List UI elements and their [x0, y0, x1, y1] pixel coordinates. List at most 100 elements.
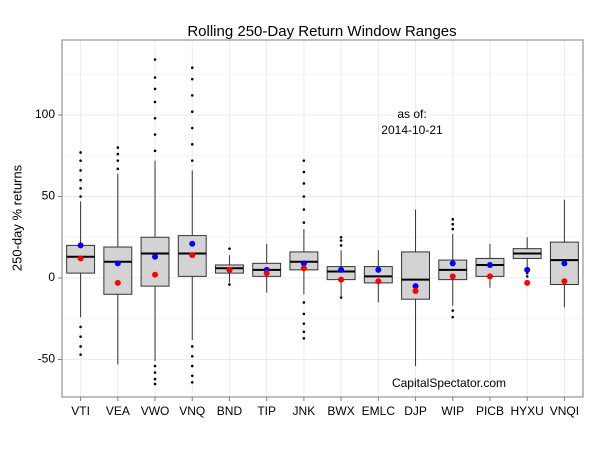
- point: [77, 255, 84, 262]
- outlier: [302, 322, 306, 325]
- point: [338, 276, 345, 283]
- outlier: [153, 100, 157, 104]
- outlier: [79, 159, 82, 162]
- point: [561, 278, 568, 285]
- x-tick-label: VWO: [141, 404, 170, 418]
- outlier: [153, 371, 157, 374]
- point: [77, 242, 84, 249]
- outlier: [451, 222, 455, 226]
- point: [152, 253, 159, 260]
- point: [449, 273, 456, 280]
- point: [561, 260, 568, 267]
- point: [300, 260, 307, 267]
- x-tick-label: WIP: [441, 404, 464, 418]
- outlier: [79, 335, 82, 338]
- x-tick-label: EMLC: [362, 404, 396, 418]
- x-tick-label: BND: [217, 404, 243, 418]
- outlier: [190, 364, 194, 368]
- x-tick-label: TIP: [257, 404, 276, 418]
- outlier: [153, 133, 157, 136]
- point: [524, 266, 531, 273]
- outlier: [190, 354, 194, 358]
- point: [300, 265, 307, 272]
- outlier: [190, 374, 194, 378]
- x-tick-label: HYXU: [511, 404, 544, 418]
- outlier: [525, 275, 529, 278]
- point: [375, 278, 382, 285]
- plot-background: [62, 40, 583, 397]
- outlier: [451, 315, 455, 319]
- x-tick-label: VNQI: [550, 404, 579, 418]
- point: [114, 279, 121, 286]
- outlier: [116, 159, 120, 162]
- box: [103, 246, 133, 295]
- outlier: [153, 364, 157, 368]
- x-tick-label: VNQ: [179, 404, 205, 418]
- outlier: [339, 235, 343, 239]
- outlier: [302, 208, 306, 211]
- annotation: 2014-10-21: [381, 123, 443, 137]
- outlier: [79, 195, 82, 198]
- outlier: [153, 76, 157, 79]
- outlier: [79, 151, 82, 154]
- x-tick-label: VTI: [71, 404, 90, 418]
- outlier: [302, 170, 306, 174]
- outlier: [228, 247, 231, 250]
- outlier: [79, 187, 82, 190]
- outlier: [79, 353, 82, 356]
- outlier: [302, 182, 306, 185]
- outlier: [302, 195, 306, 198]
- outlier: [190, 159, 194, 162]
- outlier: [190, 110, 194, 114]
- outlier: [339, 296, 343, 299]
- y-axis-label: 250-day % returns: [9, 164, 24, 271]
- outlier: [79, 325, 82, 329]
- point: [375, 266, 382, 273]
- point: [338, 266, 345, 273]
- outlier: [79, 169, 82, 172]
- point: [189, 252, 196, 259]
- outlier: [339, 239, 343, 242]
- point: [226, 266, 233, 273]
- x-tick-label: PICB: [476, 404, 504, 418]
- outlier: [228, 283, 231, 286]
- point: [412, 288, 419, 295]
- point: [412, 283, 419, 290]
- outlier: [190, 381, 194, 384]
- y-tick-label: 0: [48, 270, 55, 284]
- outlier: [116, 167, 120, 171]
- outlier: [302, 330, 306, 334]
- outlier: [153, 116, 157, 120]
- outlier: [339, 244, 343, 247]
- point: [486, 273, 493, 280]
- chart-title: Rolling 250-Day Return Window Ranges: [187, 23, 456, 40]
- point: [114, 260, 121, 267]
- outlier: [302, 221, 306, 224]
- outlier: [302, 312, 306, 316]
- x-tick-label: DJP: [404, 404, 427, 418]
- outlier: [190, 66, 194, 70]
- y-tick-label: -50: [38, 352, 56, 366]
- outlier: [153, 58, 157, 61]
- point: [152, 271, 159, 278]
- plot-border: [61, 39, 584, 398]
- outlier: [302, 301, 306, 304]
- outlier: [190, 345, 194, 348]
- outlier: [190, 143, 194, 146]
- point: [189, 240, 196, 247]
- point: [486, 261, 493, 268]
- box: [140, 236, 170, 287]
- outlier: [153, 149, 157, 153]
- point: [263, 270, 270, 277]
- annotation: CapitalSpectator.com: [392, 376, 506, 390]
- outlier: [190, 126, 194, 130]
- outlier: [302, 159, 306, 162]
- outlier: [116, 152, 120, 156]
- outlier: [190, 77, 194, 81]
- x-tick-label: BWX: [327, 404, 354, 418]
- y-tick-label: 100: [35, 107, 55, 121]
- annotation: as of:: [397, 107, 426, 121]
- outlier: [451, 309, 455, 312]
- outlier: [451, 227, 455, 231]
